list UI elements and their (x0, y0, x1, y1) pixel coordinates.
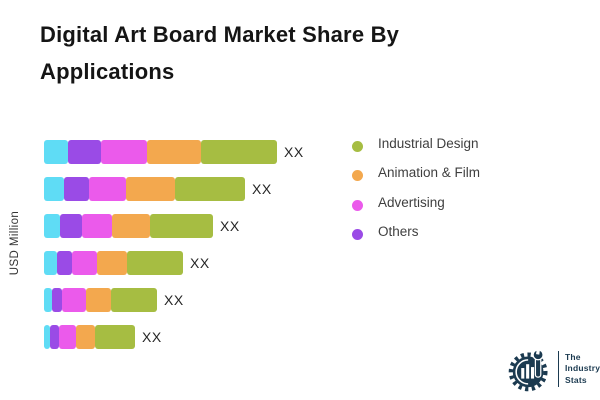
bar-segment (57, 251, 72, 275)
legend-swatch-icon (352, 199, 363, 211)
bar-segment (72, 251, 97, 275)
bar (44, 251, 183, 275)
legend-item: Advertising (352, 192, 480, 213)
bar-segment (62, 288, 86, 312)
chart-title: Digital Art Board Market Share By Applic… (40, 22, 400, 84)
bar-segment (59, 325, 76, 349)
bar-segment (68, 140, 101, 164)
bar-segment (175, 177, 245, 201)
legend-item: Others (352, 222, 480, 243)
bar (44, 140, 277, 164)
legend-swatch-icon (352, 229, 363, 241)
logo-text-line: Industry (565, 363, 600, 374)
bar (44, 214, 213, 238)
bar-row: XX (44, 140, 304, 164)
bar (44, 177, 245, 201)
bar-segment (44, 325, 50, 349)
bar-segment (44, 251, 57, 275)
bar-segment (50, 325, 59, 349)
bar-segment (147, 140, 201, 164)
bar-segment (101, 140, 147, 164)
bar-segment (201, 140, 277, 164)
legend-label: Animation & Film (378, 165, 481, 181)
bar-segment (82, 214, 112, 238)
bar-segment (44, 288, 52, 312)
bar-value-label: XX (252, 181, 272, 197)
bar-chart: XX XX XX XX XX XX (44, 140, 304, 349)
bar-segment (127, 251, 183, 275)
bar-segment (44, 177, 64, 201)
y-axis-label: USD Million (9, 210, 21, 276)
bar-segment (86, 288, 111, 312)
bar-segment (52, 288, 62, 312)
bar-row: XX (44, 288, 304, 312)
bar-value-label: XX (284, 144, 304, 160)
bar-segment (97, 251, 127, 275)
bar-segment (60, 214, 82, 238)
bar-value-label: XX (220, 218, 240, 234)
bar (44, 288, 157, 312)
bar-value-label: XX (142, 329, 162, 345)
logo-text-line: The (565, 351, 581, 362)
legend-label: Others (378, 224, 419, 240)
logo-text: The Industry Stats (565, 352, 600, 387)
legend-swatch-icon (352, 170, 363, 182)
bar-segment (76, 325, 95, 349)
legend-item: Industrial Design (352, 133, 480, 154)
bar-segment (95, 325, 135, 349)
bar-segment (44, 214, 60, 238)
legend-label: Advertising (378, 194, 445, 210)
legend-label: Industrial Design (378, 135, 479, 151)
gear-wrench-icon (508, 348, 548, 392)
bar (44, 325, 135, 349)
bar-segment (64, 177, 89, 201)
bar-segment (150, 214, 213, 238)
legend-item: Animation & Film (352, 163, 480, 184)
bar-value-label: XX (164, 292, 184, 308)
bar-row: XX (44, 325, 304, 349)
bar-segment (112, 214, 150, 238)
logo-text-line: Stats (565, 374, 587, 385)
bar-row: XX (44, 214, 304, 238)
bar-segment (126, 177, 175, 201)
bar-row: XX (44, 251, 304, 275)
bar-segment (89, 177, 126, 201)
logo-divider (558, 351, 559, 387)
legend-swatch-icon (352, 140, 363, 152)
legend: Industrial Design Animation & Film Adverti… (352, 133, 480, 242)
bar-segment (44, 140, 68, 164)
brand-logo: The Industry Stats (508, 346, 600, 392)
bar-value-label: XX (190, 255, 210, 271)
bar-segment (111, 288, 157, 312)
bar-row: XX (44, 177, 304, 201)
